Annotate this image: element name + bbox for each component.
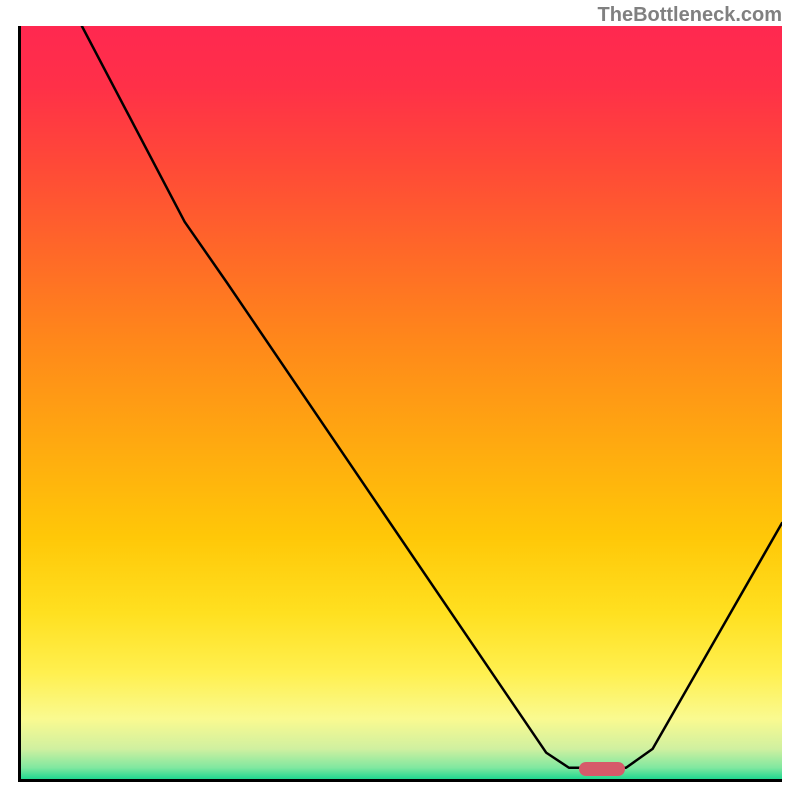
bottleneck-curve bbox=[21, 26, 782, 779]
optimal-marker bbox=[579, 762, 625, 776]
plot-area bbox=[18, 26, 782, 782]
watermark-text: TheBottleneck.com bbox=[598, 4, 782, 27]
